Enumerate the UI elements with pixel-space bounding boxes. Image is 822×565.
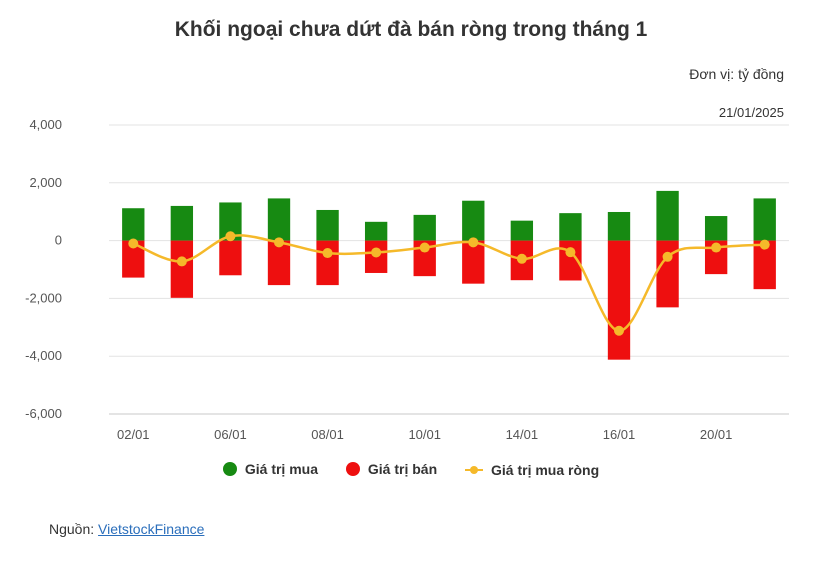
bar-buy — [122, 208, 145, 241]
y-tick-label: -4,000 — [25, 348, 62, 363]
net-point — [274, 237, 284, 248]
x-tick-label: 20/01 — [700, 427, 733, 442]
bar-sell — [753, 240, 776, 290]
legend-sell-symbol — [345, 462, 360, 476]
unit-label: Đơn vị: tỷ đồng — [689, 66, 784, 82]
net-point — [176, 256, 187, 267]
legend-net-symbol — [465, 464, 484, 476]
bar-sell — [462, 240, 485, 284]
bar-sell — [122, 240, 145, 278]
x-tick-label: 16/01 — [603, 427, 636, 442]
bar-sell — [559, 240, 582, 281]
bar-buy — [316, 209, 339, 241]
y-tick-label: -6,000 — [25, 406, 62, 421]
x-tick-label: 10/01 — [408, 427, 441, 442]
y-tick-label: -2,000 — [25, 290, 62, 305]
y-tick-label: 0 — [55, 233, 62, 248]
net-point — [759, 239, 770, 250]
net-point — [419, 242, 430, 253]
bar-sell — [607, 240, 631, 360]
legend-item-sell[interactable]: Giá trị bán — [345, 461, 438, 477]
bar-buy — [753, 198, 776, 241]
net-point — [565, 247, 576, 258]
bar-buy — [170, 205, 194, 241]
bar-buy — [704, 216, 728, 241]
net-point — [711, 242, 722, 253]
legend-item-buy[interactable]: Giá trị mua — [222, 461, 318, 477]
legend-sell-label: Giá trị bán — [367, 461, 438, 477]
date-label: 21/01/2025 — [718, 105, 784, 120]
bar-buy — [656, 190, 679, 241]
legend-buy-label: Giá trị mua — [244, 461, 318, 477]
y-tick-label: 4,000 — [29, 117, 62, 132]
source-note: Nguồn: VietstockFinance — [49, 521, 204, 537]
chart-area: 4,000 2,000 0 -2,000 -4,000 -6,000 02/01 06/01 0… — [25, 117, 789, 442]
bar-buy — [559, 213, 582, 241]
x-tick-label: 06/01 — [214, 427, 247, 442]
chart-title: Khối ngoại chưa dứt đà bán ròng trong th… — [174, 18, 648, 41]
x-tick-label: 08/01 — [311, 427, 344, 442]
net-point — [128, 238, 139, 249]
bar-buy — [364, 221, 388, 241]
x-tick-label: 02/01 — [117, 427, 150, 442]
bar-sell — [219, 240, 242, 276]
bar-buy — [219, 202, 242, 241]
net-point — [662, 251, 673, 262]
bar-sell — [170, 240, 194, 298]
net-point — [322, 248, 333, 259]
x-tick-label: 14/01 — [506, 427, 539, 442]
bar-buy — [267, 198, 291, 241]
bar-buy — [607, 211, 631, 241]
net-point — [614, 325, 624, 336]
net-point — [516, 253, 527, 264]
bar-sell — [413, 240, 436, 277]
legend-item-net[interactable]: Giá trị mua ròng — [465, 462, 599, 478]
legend: Giá trị mua Giá trị bán Giá trị mua ròng — [0, 461, 822, 479]
bar-sell — [656, 240, 679, 308]
bar-buy — [413, 214, 436, 241]
bar-sell — [267, 240, 291, 286]
net-point — [468, 237, 479, 248]
net-line — [132, 234, 765, 333]
source-link[interactable]: VietstockFinance — [98, 521, 205, 537]
bar-buy — [510, 220, 534, 241]
bar-buy — [462, 200, 485, 241]
legend-net-label: Giá trị mua ròng — [491, 462, 600, 478]
y-tick-label: 2,000 — [29, 175, 62, 190]
bar-sell — [316, 240, 339, 286]
legend-buy-symbol — [222, 462, 237, 476]
net-point — [371, 247, 382, 258]
source-prefix: Nguồn: — [49, 521, 99, 537]
net-point — [225, 231, 236, 242]
